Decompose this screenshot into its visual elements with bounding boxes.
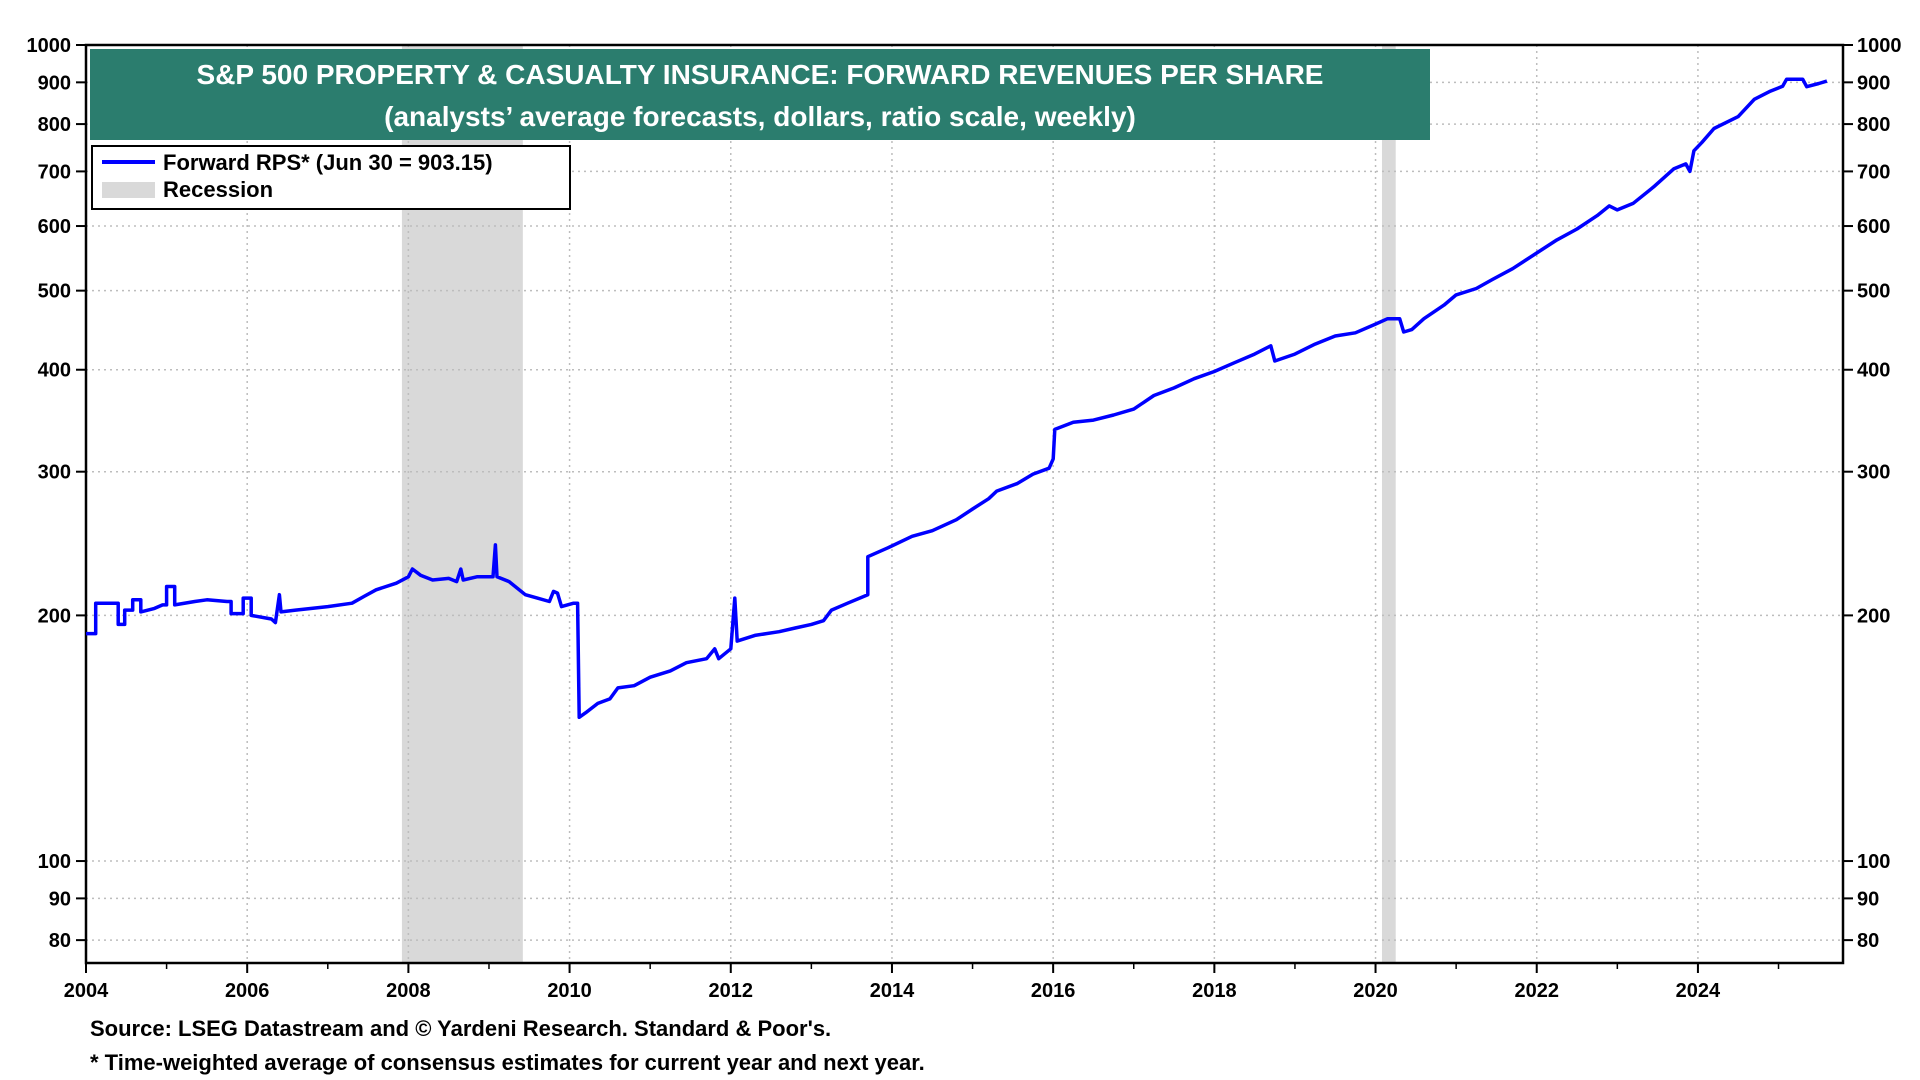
- x-tick-label-2024: 2024: [1676, 980, 1721, 1000]
- x-tick-label-2016: 2016: [1031, 980, 1076, 1000]
- x-tick-label-2008: 2008: [386, 980, 431, 1000]
- x-tick-label-2022: 2022: [1514, 980, 1559, 1000]
- x-tick-label-2018: 2018: [1192, 980, 1237, 1000]
- y-tick-label-right-1000: 1000: [1857, 35, 1902, 57]
- chart-canvas: 1000 900 800 700 600 500 400 300 200 100 90 80 1000…: [27, 35, 1902, 1000]
- x-tick-label-2014: 2014: [870, 980, 915, 1000]
- estimate-footnote: * Time-weighted average of consensus est…: [90, 1050, 925, 1075]
- y-axis-right-labels: 1000 900 800 700 600 500 400 300 200 100 90 80: [1857, 35, 1902, 952]
- y-tick-label-left-100: 100: [38, 851, 71, 873]
- y-tick-label-right-90: 90: [1857, 888, 1879, 910]
- y-tick-label-left-800: 800: [38, 114, 71, 136]
- y-tick-label-right-300: 300: [1857, 462, 1890, 484]
- y-tick-label-right-200: 200: [1857, 605, 1890, 627]
- x-axis-labels: 2004 2006 2008 2010 2012 2014 2016 2018 2020 2022…: [64, 980, 1721, 1000]
- chart-subtitle: (analysts’ average forecasts, dollars, r…: [384, 101, 1136, 132]
- y-tick-label-right-400: 400: [1857, 360, 1890, 382]
- chart-title: S&P 500 PROPERTY & CASUALTY INSURANCE: F…: [197, 59, 1324, 90]
- y-tick-label-left-80: 80: [49, 930, 71, 952]
- series-line-forward-rps: [86, 77, 1828, 720]
- y-tick-label-left-200: 200: [38, 605, 71, 627]
- legend-box: [91, 145, 571, 210]
- title-box: S&P 500 PROPERTY & CASUALTY INSURANCE: F…: [90, 49, 1430, 140]
- y-tick-label-right-600: 600: [1857, 216, 1890, 238]
- y-tick-label-left-300: 300: [38, 462, 71, 484]
- axis-ticks: [76, 44, 1853, 973]
- y-tick-label-left-1000: 1000: [27, 35, 72, 57]
- y-tick-label-right-100: 100: [1857, 851, 1890, 873]
- y-tick-label-right-80: 80: [1857, 930, 1879, 952]
- plot-frame: [84, 43, 1845, 965]
- source-note: Source: LSEG Datastream and © Yardeni Re…: [90, 1016, 832, 1041]
- y-tick-label-right-800: 800: [1857, 114, 1890, 136]
- y-tick-label-left-900: 900: [38, 72, 71, 94]
- title-banner: [90, 49, 1430, 140]
- recession-band-2: [1381, 45, 1396, 963]
- y-axis-left-labels: 1000 900 800 700 600 500 400 300 200 100 90 80: [27, 35, 72, 952]
- legend-recession-swatch: [102, 182, 155, 198]
- y-tick-label-right-500: 500: [1857, 281, 1890, 303]
- x-tick-label-2004: 2004: [64, 980, 109, 1000]
- y-tick-label-left-500: 500: [38, 281, 71, 303]
- x-tick-label-2010: 2010: [547, 980, 592, 1000]
- y-tick-label-right-700: 700: [1857, 161, 1890, 183]
- y-tick-label-left-600: 600: [38, 216, 71, 238]
- y-tick-label-left-700: 700: [38, 161, 71, 183]
- legend: Forward RPS* (Jun 30 = 903.15) Recession: [91, 145, 571, 210]
- y-tick-label-left-90: 90: [49, 888, 71, 910]
- x-tick-label-2006: 2006: [225, 980, 270, 1000]
- series-layer: [86, 77, 1828, 720]
- x-tick-label-2020: 2020: [1353, 980, 1398, 1000]
- x-tick-label-2012: 2012: [709, 980, 754, 1000]
- y-tick-label-left-400: 400: [38, 360, 71, 382]
- y-tick-label-right-900: 900: [1857, 72, 1890, 94]
- legend-series-label: Forward RPS* (Jun 30 = 903.15): [163, 150, 493, 175]
- legend-recession-label: Recession: [163, 177, 273, 202]
